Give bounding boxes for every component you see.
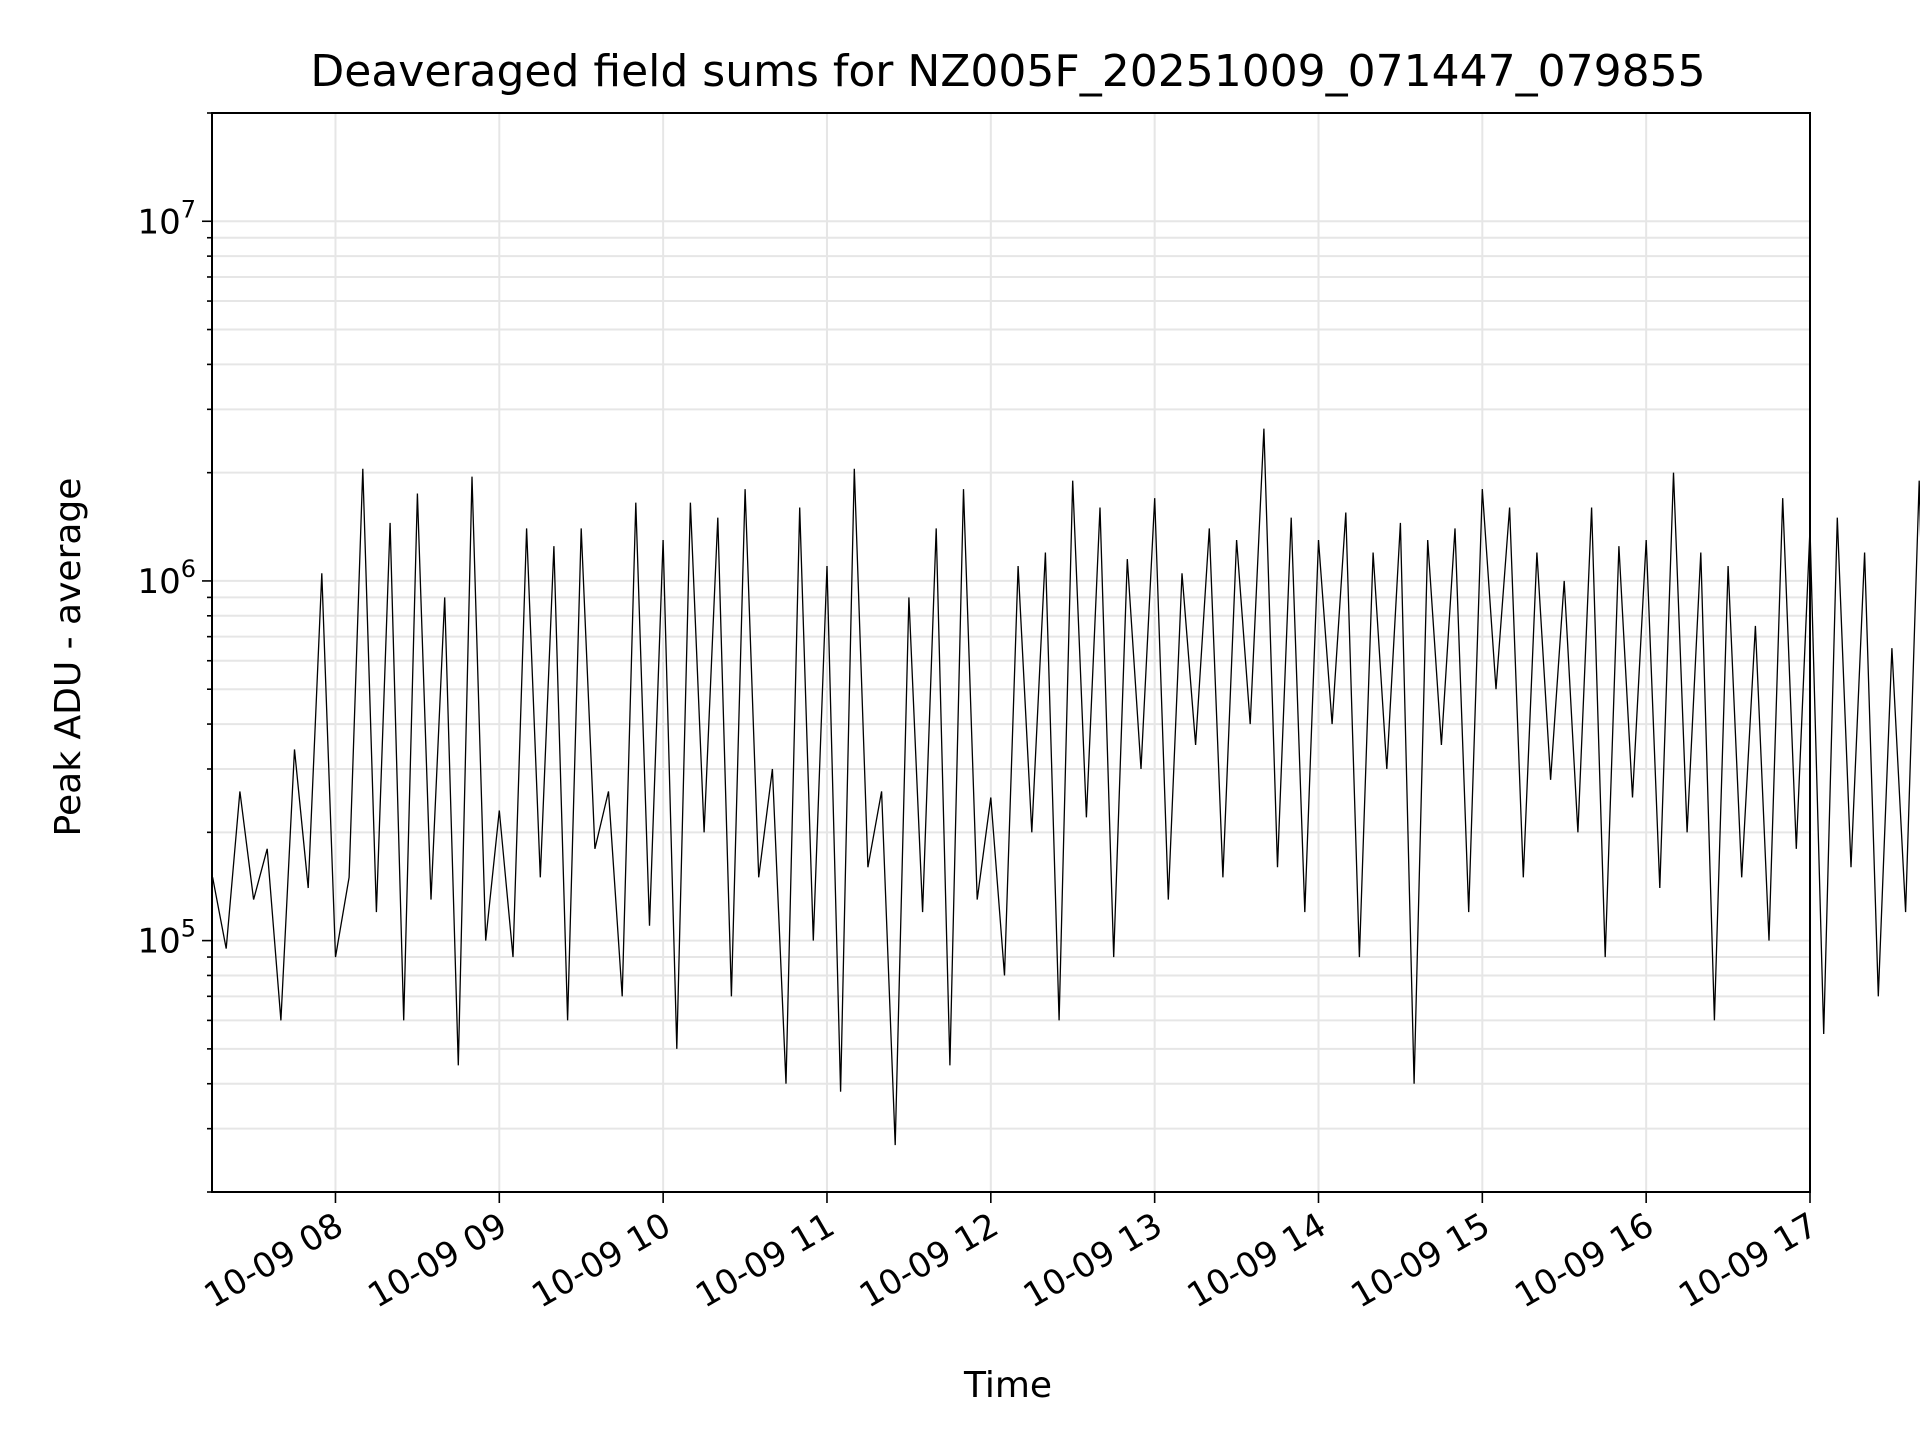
x-tick-label: 10-09 09 [361, 1205, 513, 1316]
x-tick-label: 10-09 15 [1344, 1205, 1496, 1316]
chart-title: Deaveraged field sums for NZ005F_2025100… [310, 46, 1705, 97]
x-tick-label: 10-09 13 [1017, 1205, 1169, 1316]
grid [212, 112, 1811, 1193]
x-tick-label: 10-09 10 [525, 1205, 677, 1316]
x-tick-label: 10-09 11 [689, 1205, 841, 1316]
x-tick-label: 10-09 12 [853, 1205, 1005, 1316]
y-tick-label: 106 [137, 555, 196, 602]
x-tick-label: 10-09 14 [1181, 1205, 1333, 1316]
x-tick-label: 10-09 16 [1508, 1205, 1660, 1316]
y-tick-label: 105 [137, 915, 196, 962]
x-axis-label: Time [963, 1365, 1052, 1406]
x-tick-label: 10-09 17 [1672, 1205, 1824, 1316]
y-tick-label: 107 [137, 195, 196, 242]
axes [211, 112, 1811, 1193]
y-axis-label: Peak ADU - average [48, 478, 89, 837]
plot-frame [211, 112, 1811, 1193]
series-layer [211, 428, 1920, 1146]
x-tick-label: 10-09 08 [198, 1205, 350, 1316]
series-line-0 [211, 428, 1920, 1146]
